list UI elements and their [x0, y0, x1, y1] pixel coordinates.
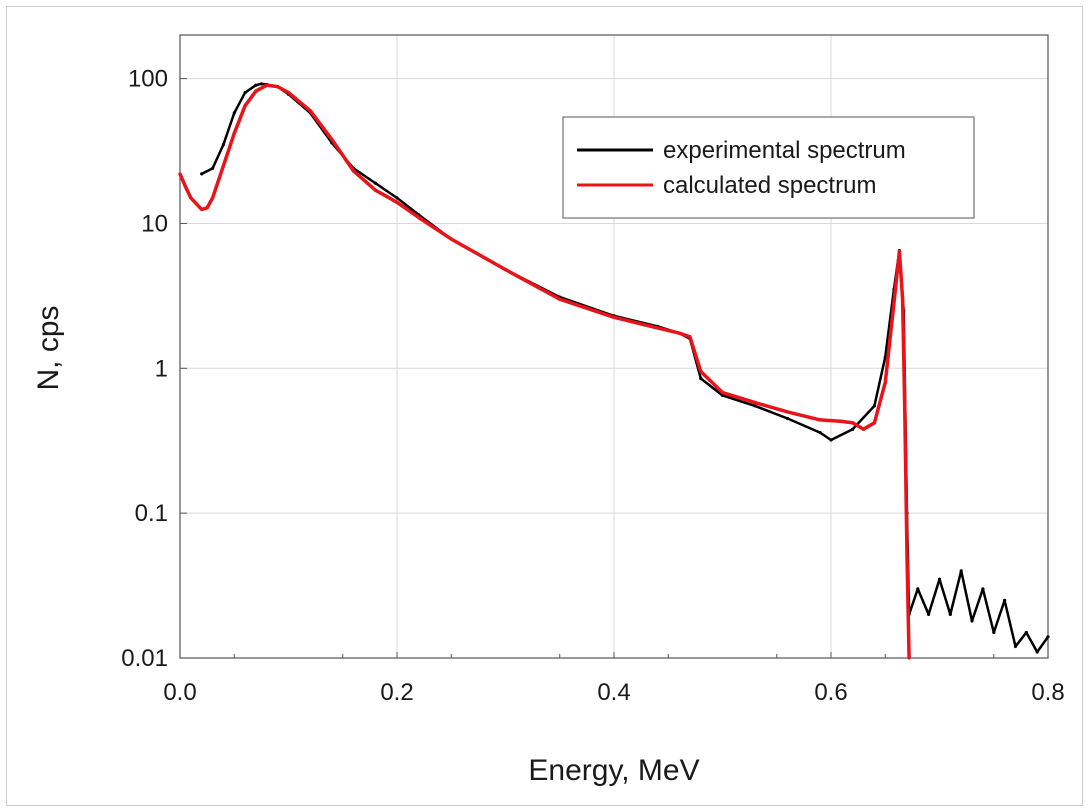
- x-axis-label: Energy, MeV: [528, 754, 699, 787]
- data-point-experimental: [1003, 598, 1007, 603]
- y-tick-label: 1: [155, 355, 168, 382]
- data-point-calculated: [189, 196, 193, 200]
- data-point-experimental: [959, 569, 963, 573]
- legend-label-calculated: calculated spectrum: [663, 172, 876, 199]
- data-point-calculated: [818, 418, 822, 422]
- y-tick-label: 0.1: [135, 500, 168, 527]
- data-point-experimental: [1035, 650, 1039, 654]
- data-point-calculated: [905, 555, 909, 559]
- data-point-calculated: [897, 249, 902, 254]
- y-axis: 0.01 0.1 1 10 100: [121, 66, 187, 672]
- data-point-experimental: [851, 427, 855, 431]
- data-point-calculated: [655, 326, 660, 330]
- data-point-calculated: [178, 172, 182, 176]
- data-point-calculated: [265, 83, 269, 87]
- data-point-calculated: [883, 380, 887, 384]
- x-tick-label: 0.2: [380, 679, 413, 706]
- data-point-calculated: [688, 335, 692, 339]
- data-point-experimental: [232, 111, 236, 115]
- data-point-calculated: [851, 421, 855, 425]
- data-point-experimental: [937, 577, 942, 581]
- data-point-experimental: [970, 619, 974, 623]
- data-point-experimental: [699, 376, 703, 381]
- data-point-calculated: [276, 85, 280, 89]
- data-point-calculated: [330, 137, 334, 142]
- data-point-experimental: [1024, 630, 1028, 635]
- x-tick-label: 0.0: [163, 679, 196, 706]
- data-point-calculated: [612, 315, 616, 319]
- y-tick-label: 10: [141, 210, 168, 237]
- legend-label-experimental: experimental spectrum: [663, 137, 906, 164]
- data-point-calculated: [205, 206, 209, 210]
- data-point-calculated: [558, 297, 562, 301]
- series-group: [178, 82, 1050, 660]
- data-point-calculated: [907, 656, 911, 660]
- data-point-experimental: [883, 355, 887, 359]
- data-point-calculated: [903, 410, 907, 414]
- x-tick-label: 0.6: [814, 679, 847, 706]
- data-point-calculated: [352, 169, 356, 173]
- data-point-calculated: [417, 215, 421, 220]
- data-point-experimental: [786, 416, 790, 421]
- data-point-experimental: [211, 166, 215, 170]
- data-point-experimental: [829, 438, 833, 442]
- data-point-experimental: [200, 172, 204, 176]
- data-point-calculated: [872, 421, 877, 425]
- data-point-calculated: [243, 104, 247, 108]
- data-point-calculated: [503, 268, 508, 272]
- chart-frame: [6, 6, 1083, 806]
- data-point-calculated: [677, 331, 681, 335]
- data-point-calculated: [221, 164, 225, 168]
- data-point-calculated: [840, 419, 844, 423]
- data-point-experimental: [948, 612, 952, 617]
- data-point-experimental: [395, 196, 399, 200]
- x-tick-label: 0.4: [597, 679, 630, 706]
- data-point-calculated: [753, 401, 757, 405]
- x-axis: 0.0 0.2 0.4 0.6 0.8: [163, 652, 1065, 706]
- data-point-experimental: [373, 181, 377, 185]
- data-point-experimental: [753, 404, 757, 408]
- legend: experimental spectrum calculated spectru…: [562, 116, 975, 219]
- data-point-calculated: [254, 89, 258, 93]
- data-point-calculated: [720, 391, 725, 395]
- data-point-experimental: [254, 83, 258, 87]
- series-line-calculated: [178, 83, 911, 659]
- data-point-calculated: [232, 131, 236, 135]
- data-point-experimental: [243, 91, 247, 95]
- data-point-experimental: [259, 82, 263, 86]
- data-point-experimental: [1013, 644, 1018, 649]
- data-point-experimental: [872, 404, 877, 408]
- data-point-experimental: [916, 587, 920, 591]
- data-point-calculated: [892, 301, 896, 306]
- data-point-calculated: [211, 196, 215, 200]
- data-point-calculated: [449, 237, 453, 241]
- y-axis-label: N, cps: [32, 305, 65, 390]
- x-tick-label: 0.8: [1031, 679, 1064, 706]
- data-point-calculated: [786, 410, 790, 414]
- data-point-experimental: [221, 143, 225, 147]
- data-point-experimental: [1046, 635, 1050, 639]
- data-point-calculated: [901, 297, 905, 301]
- legend-box: [562, 116, 975, 219]
- data-point-experimental: [927, 612, 931, 617]
- data-point-calculated: [395, 200, 399, 204]
- y-tick-label: 100: [128, 66, 168, 93]
- data-point-calculated: [699, 369, 703, 374]
- data-point-calculated: [308, 109, 312, 113]
- data-point-experimental: [818, 431, 822, 435]
- y-tick-label: 0.01: [121, 645, 168, 672]
- data-point-calculated: [373, 188, 377, 192]
- data-point-experimental: [992, 630, 996, 635]
- data-point-calculated: [183, 184, 187, 189]
- data-point-experimental: [981, 587, 985, 591]
- data-point-calculated: [286, 91, 291, 95]
- data-point-calculated: [861, 427, 866, 431]
- data-point-calculated: [200, 207, 204, 211]
